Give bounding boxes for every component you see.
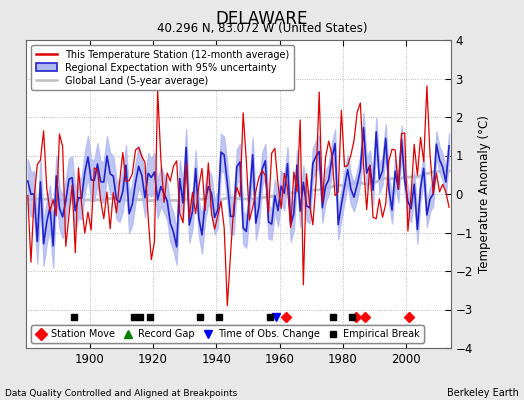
This Temperature Station (12-month average) <box>47 209 53 214</box>
Regional Expectation with 95% uncertainty <box>129 202 135 206</box>
Regional Expectation with 95% uncertainty <box>427 197 433 202</box>
Line: Regional Expectation with 95% uncertainty: Regional Expectation with 95% uncertaint… <box>28 128 449 247</box>
This Temperature Station (12-month average) <box>446 205 452 210</box>
Legend: Station Move, Record Gap, Time of Obs. Change, Empirical Break: Station Move, Record Gap, Time of Obs. C… <box>31 325 423 343</box>
Text: Berkeley Earth: Berkeley Earth <box>447 388 519 398</box>
This Temperature Station (12-month average) <box>186 216 192 220</box>
Regional Expectation with 95% uncertainty <box>424 212 430 217</box>
This Temperature Station (12-month average) <box>116 179 123 184</box>
Regional Expectation with 95% uncertainty <box>173 244 180 249</box>
Text: DELAWARE: DELAWARE <box>216 10 308 28</box>
Global Land (5-year average) <box>116 196 123 201</box>
Global Land (5-year average) <box>189 198 195 203</box>
Regional Expectation with 95% uncertainty <box>361 125 367 130</box>
This Temperature Station (12-month average) <box>224 303 231 308</box>
Global Land (5-year average) <box>129 197 135 202</box>
Global Land (5-year average) <box>148 198 155 203</box>
Line: This Temperature Station (12-month average): This Temperature Station (12-month avera… <box>28 86 449 306</box>
This Temperature Station (12-month average) <box>427 153 433 158</box>
Global Land (5-year average) <box>446 169 452 174</box>
This Temperature Station (12-month average) <box>424 84 430 88</box>
Global Land (5-year average) <box>25 197 31 202</box>
Regional Expectation with 95% uncertainty <box>189 209 195 214</box>
This Temperature Station (12-month average) <box>421 159 427 164</box>
Text: 40.296 N, 83.072 W (United States): 40.296 N, 83.072 W (United States) <box>157 22 367 35</box>
Regional Expectation with 95% uncertainty <box>47 205 53 210</box>
Regional Expectation with 95% uncertainty <box>446 144 452 148</box>
Global Land (5-year average) <box>421 172 427 177</box>
Global Land (5-year average) <box>424 171 430 176</box>
Regional Expectation with 95% uncertainty <box>25 178 31 183</box>
Regional Expectation with 95% uncertainty <box>116 200 123 204</box>
Global Land (5-year average) <box>443 169 449 174</box>
Y-axis label: Temperature Anomaly (°C): Temperature Anomaly (°C) <box>478 115 492 273</box>
Line: Global Land (5-year average): Global Land (5-year average) <box>28 171 449 201</box>
This Temperature Station (12-month average) <box>129 171 135 176</box>
This Temperature Station (12-month average) <box>25 193 31 198</box>
Global Land (5-year average) <box>47 197 53 202</box>
Text: Data Quality Controlled and Aligned at Breakpoints: Data Quality Controlled and Aligned at B… <box>5 389 237 398</box>
